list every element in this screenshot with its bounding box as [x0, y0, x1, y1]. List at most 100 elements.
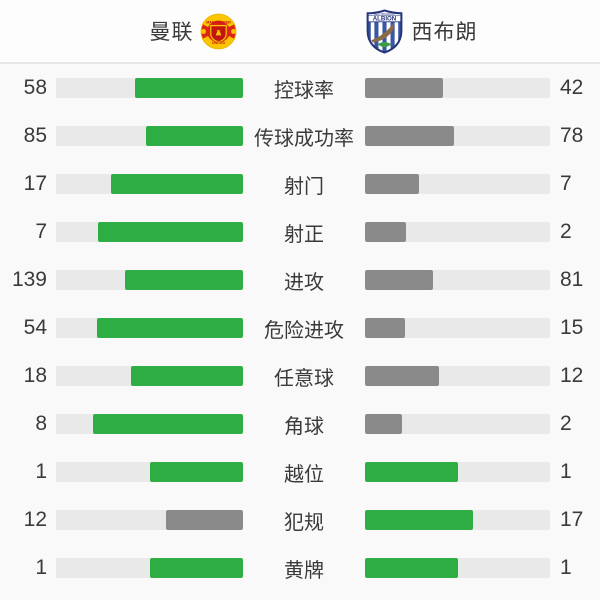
home-stat-value: 1	[35, 460, 47, 483]
away-stat-value: 15	[560, 316, 584, 339]
stat-row: 58 控球率 42	[0, 64, 600, 112]
away-team-header: WEST BROMWICH ALBION 西布朗	[299, 8, 600, 54]
away-stat-bar	[365, 318, 550, 338]
home-stat-value: 7	[35, 220, 47, 243]
stat-row: 12 犯规 17	[0, 496, 600, 544]
stat-row: 1 越位 1	[0, 448, 600, 496]
crest-top-text: MANCHESTER	[206, 20, 231, 24]
stat-label: 进攻	[284, 271, 324, 294]
home-stat-bar-fill	[124, 270, 243, 290]
home-stat-value: 17	[23, 172, 47, 195]
away-stat-bar-fill	[365, 366, 439, 386]
away-stat-bar-fill	[365, 270, 434, 290]
away-stat-bar	[365, 510, 550, 530]
home-stat-bar-fill	[110, 174, 243, 194]
home-stat-bar-fill	[165, 510, 243, 530]
stat-row: 1 黄牌 1	[0, 544, 600, 592]
away-stat-bar-fill	[365, 558, 458, 578]
away-stat-value: 17	[560, 508, 584, 531]
home-stat-bar	[56, 510, 243, 530]
home-stat-bar-fill	[93, 414, 243, 434]
stat-row: 18 任意球 12	[0, 352, 600, 400]
stat-row: 17 射门 7	[0, 160, 600, 208]
stat-row: 85 传球成功率 78	[0, 112, 600, 160]
crest-main-text: ALBION	[372, 15, 396, 22]
home-team-header: 曼联 MANCHESTER UNITED	[0, 13, 299, 50]
home-stat-bar-fill	[96, 318, 243, 338]
stat-label: 角球	[284, 415, 324, 438]
stat-label: 黄牌	[284, 559, 324, 582]
home-stat-bar	[56, 462, 243, 482]
away-stat-bar	[365, 126, 550, 146]
home-team-name: 曼联	[149, 21, 194, 44]
crest-top-text: WEST BROMWICH	[373, 13, 395, 16]
away-stat-bar	[365, 78, 550, 98]
home-stat-bar	[56, 318, 243, 338]
away-stat-bar	[365, 462, 550, 482]
home-stat-value: 1	[35, 556, 47, 579]
home-stat-bar	[56, 222, 243, 242]
stat-label: 犯规	[284, 511, 324, 534]
home-stat-bar	[56, 78, 243, 98]
away-stat-bar-fill	[365, 174, 420, 194]
home-stat-value: 58	[23, 76, 47, 99]
away-stat-value: 1	[560, 460, 572, 483]
away-stat-value: 78	[560, 124, 584, 147]
home-stat-bar	[56, 270, 243, 290]
west-brom-crest-icon: WEST BROMWICH ALBION	[366, 8, 402, 54]
home-stat-bar-fill	[130, 366, 243, 386]
away-stat-bar	[365, 174, 550, 194]
away-stat-bar	[365, 366, 550, 386]
home-stat-value: 18	[23, 364, 47, 387]
home-stat-bar-fill	[97, 222, 243, 242]
home-stat-value: 139	[11, 268, 47, 291]
home-stat-value: 85	[23, 124, 47, 147]
away-stat-bar	[365, 222, 550, 242]
away-stat-value: 7	[560, 172, 572, 195]
away-stat-bar	[365, 414, 550, 434]
stat-label: 越位	[284, 463, 324, 486]
crest-bottom-text: UNITED	[212, 41, 225, 45]
away-stat-bar	[365, 558, 550, 578]
away-stat-value: 42	[560, 76, 584, 99]
home-stat-bar	[56, 414, 243, 434]
stat-label: 传球成功率	[254, 127, 354, 150]
away-stat-value: 2	[560, 220, 572, 243]
match-header: 曼联 MANCHESTER UNITED	[0, 0, 600, 64]
home-stat-value: 8	[35, 412, 47, 435]
home-stat-bar	[56, 174, 243, 194]
away-stat-value: 12	[560, 364, 584, 387]
away-stat-value: 81	[560, 268, 584, 291]
away-stat-bar-fill	[365, 510, 474, 530]
home-stat-bar-fill	[149, 462, 243, 482]
home-stat-bar	[56, 366, 243, 386]
stat-label: 任意球	[274, 367, 334, 390]
stat-row: 8 角球 2	[0, 400, 600, 448]
stat-row: 54 危险进攻 15	[0, 304, 600, 352]
stats-list: 58 控球率 42 85 传球成功率 78 17 射门 7 7 射正 2 139 进攻 81 54 危险进攻 15…	[0, 64, 600, 592]
stat-label: 射门	[284, 175, 324, 198]
away-team-name: 西布朗	[411, 21, 478, 44]
stat-label: 射正	[284, 223, 324, 246]
home-stat-value: 12	[23, 508, 47, 531]
away-stat-bar-fill	[365, 414, 402, 434]
away-stat-bar-fill	[365, 462, 458, 482]
stat-row: 7 射正 2	[0, 208, 600, 256]
away-stat-bar-fill	[365, 78, 443, 98]
away-stat-value: 1	[560, 556, 572, 579]
stat-label: 危险进攻	[264, 319, 344, 342]
away-stat-bar-fill	[365, 126, 454, 146]
away-stat-bar-fill	[365, 318, 406, 338]
home-stat-bar	[56, 558, 243, 578]
manchester-united-crest-icon: MANCHESTER UNITED	[200, 13, 236, 49]
home-stat-bar-fill	[145, 126, 243, 146]
home-stat-bar-fill	[134, 78, 243, 98]
stat-label: 控球率	[274, 79, 334, 102]
home-stat-bar-fill	[149, 558, 243, 578]
away-stat-value: 2	[560, 412, 572, 435]
stat-row: 139 进攻 81	[0, 256, 600, 304]
home-stat-value: 54	[23, 316, 47, 339]
away-stat-bar	[365, 270, 550, 290]
away-stat-bar-fill	[365, 222, 407, 242]
